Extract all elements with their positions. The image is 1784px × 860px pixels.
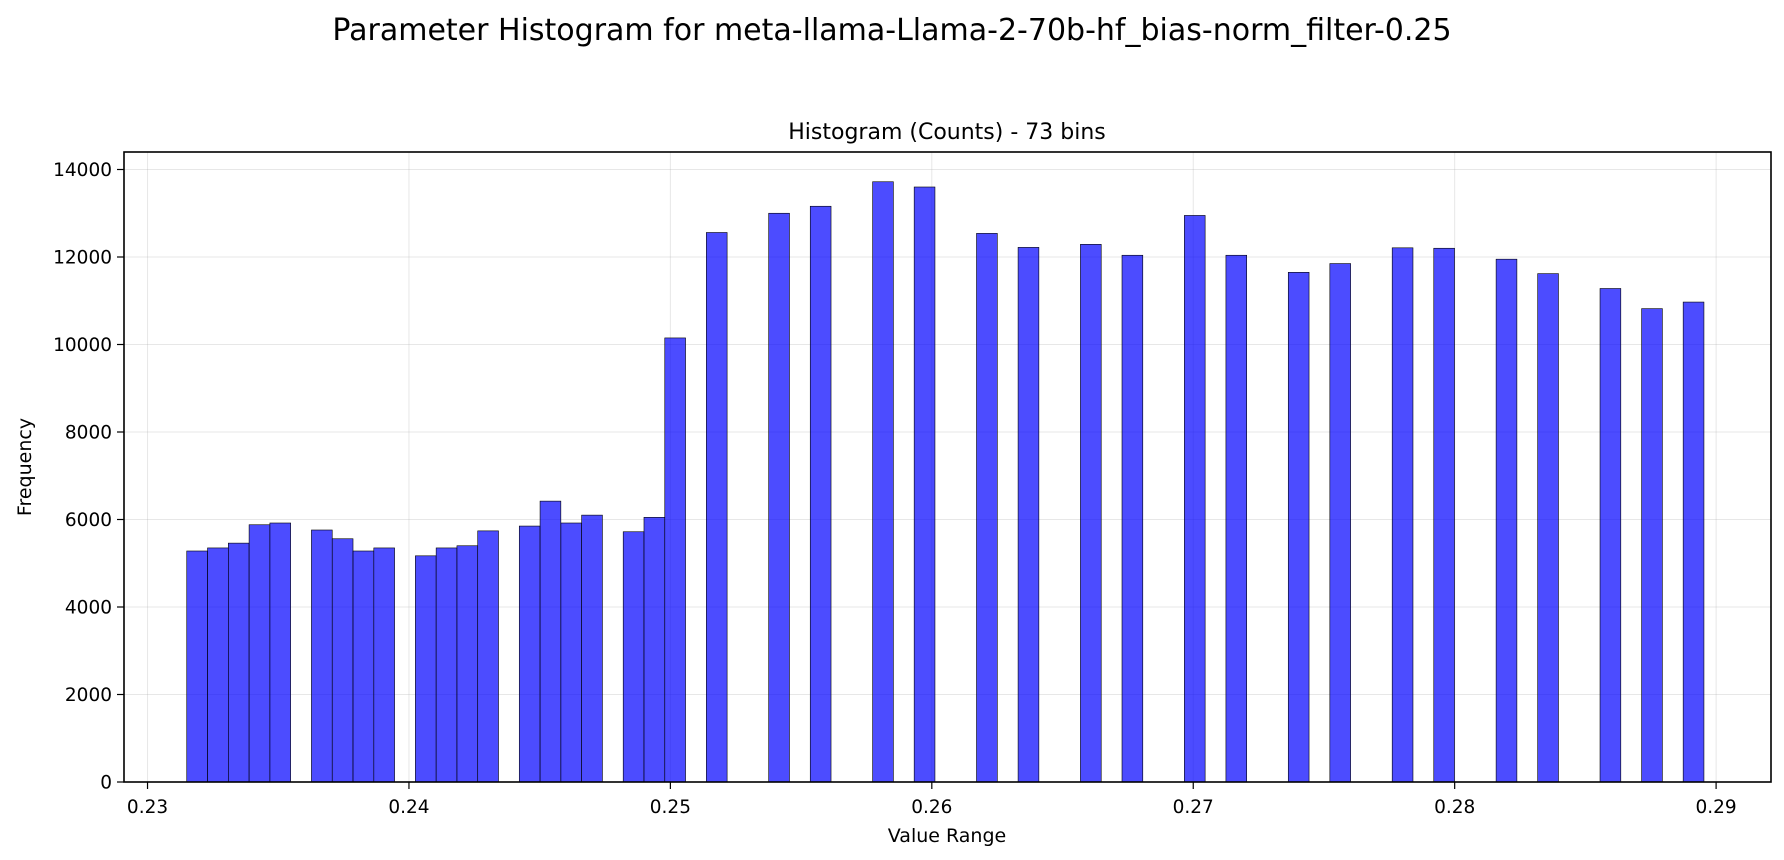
histogram-bar (207, 547, 229, 783)
bars (186, 181, 1705, 783)
x-tick-label: 0.24 (388, 797, 429, 818)
histogram-bar (415, 555, 437, 783)
histogram-bar (1599, 288, 1622, 783)
histogram-bar (560, 522, 582, 783)
histogram-bar (809, 205, 832, 783)
plot-frame (123, 151, 1772, 783)
figure-title: Parameter Histogram for meta-llama-Llama… (332, 13, 1451, 48)
x-tick-label: 0.27 (1173, 797, 1214, 818)
histogram-bar (643, 517, 666, 783)
histogram-bar (311, 529, 333, 783)
histogram-bar (664, 337, 686, 783)
y-tick-label: 6000 (65, 510, 112, 531)
histogram-bar (373, 547, 395, 783)
histogram-bar (976, 233, 998, 783)
histogram-bar (1641, 308, 1663, 783)
x-tick-label: 0.26 (911, 797, 952, 818)
histogram-bar (1329, 263, 1351, 783)
histogram-bar (228, 542, 250, 783)
histogram-bar (269, 522, 291, 783)
x-tick-label: 0.23 (127, 797, 168, 818)
y-tick-label: 4000 (65, 598, 112, 619)
y-axis-ticks: 0 2000 4000 6000 8000 10000 12000 14000 (53, 160, 124, 794)
histogram-bar (872, 181, 894, 783)
histogram-bar (1017, 247, 1040, 783)
histogram-bar (768, 212, 790, 783)
y-tick-label: 2000 (65, 685, 112, 706)
histogram-bar (706, 232, 728, 783)
histogram-bar (913, 186, 936, 783)
x-tick-label: 0.29 (1695, 797, 1736, 818)
histogram-bar (1391, 247, 1414, 783)
y-axis-label: Frequency (14, 418, 36, 516)
x-tick-label: 0.28 (1434, 797, 1475, 818)
x-axis-label: Value Range (888, 825, 1006, 847)
histogram-bar (435, 547, 458, 783)
histogram-bar (331, 538, 354, 783)
histogram-bar (186, 550, 208, 783)
histogram-bar (1537, 273, 1559, 783)
y-tick-label: 14000 (53, 160, 112, 181)
histogram-bar (1682, 301, 1705, 783)
y-tick-label: 10000 (53, 335, 112, 356)
histogram-bar (1121, 254, 1144, 783)
histogram-bar (248, 524, 271, 783)
histogram-bar (1080, 244, 1102, 783)
histogram-bar (581, 514, 603, 783)
histogram-bar (1433, 247, 1455, 783)
histogram-bar (1495, 258, 1518, 783)
histogram-bar (1225, 254, 1248, 783)
y-tick-label: 0 (100, 773, 112, 794)
y-tick-label: 12000 (53, 248, 112, 269)
histogram-bar (539, 500, 562, 783)
histogram-bar (518, 525, 541, 783)
histogram-bar (1287, 272, 1310, 783)
histogram-bar (622, 531, 645, 783)
y-tick-label: 8000 (65, 423, 112, 444)
histogram-bar (456, 545, 479, 783)
chart-title: Histogram (Counts) - 73 bins (788, 120, 1105, 145)
x-tick-label: 0.25 (650, 797, 691, 818)
histogram-bar (1184, 215, 1206, 783)
histogram-bar (477, 530, 499, 783)
x-axis-ticks: 0.23 0.24 0.25 0.26 0.27 0.28 0.29 (127, 782, 1737, 818)
histogram-bar (352, 550, 375, 783)
